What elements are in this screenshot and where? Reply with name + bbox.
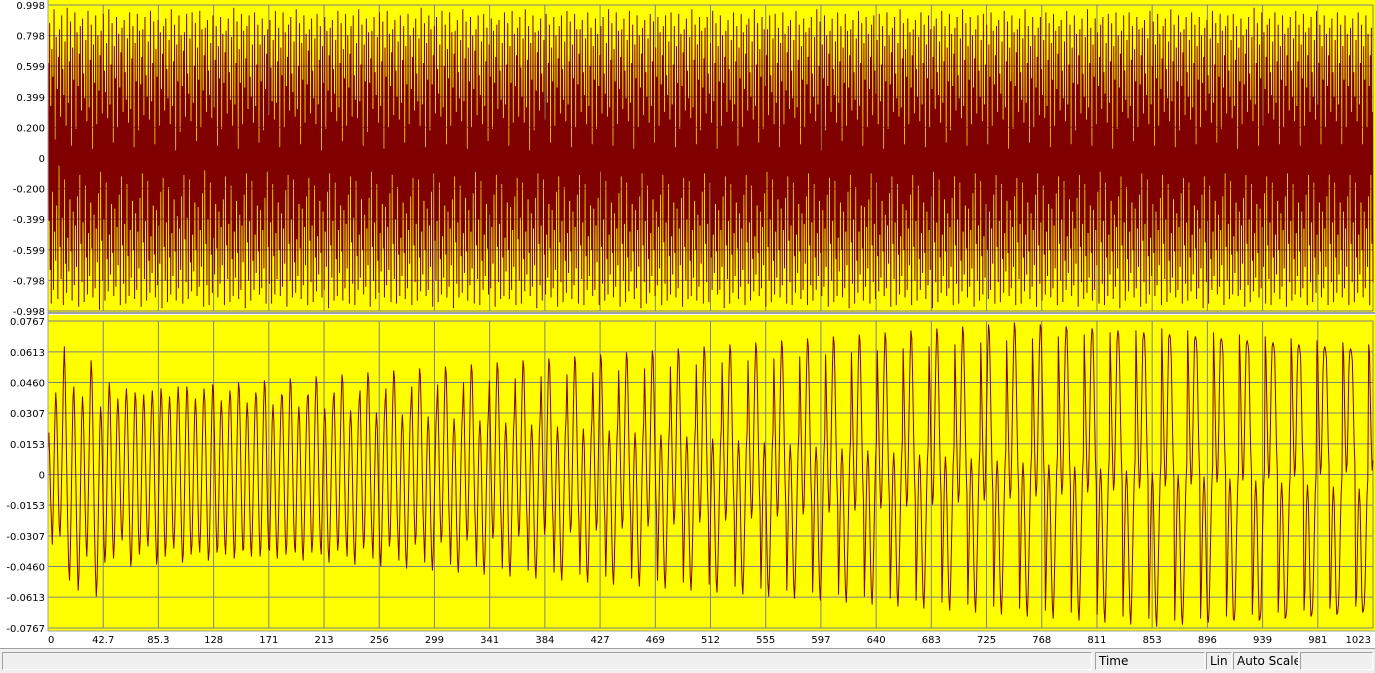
y-tick-label: -0.0460 <box>6 563 45 574</box>
x-tick-label: 555 <box>756 635 775 646</box>
y-tick-label: 0.599 <box>16 62 45 73</box>
y-tick-label: 0.998 <box>16 1 45 12</box>
x-tick-label: 256 <box>370 635 389 646</box>
y-tick-label: 0.200 <box>16 123 45 134</box>
y-tick-label: 0.0613 <box>10 348 45 359</box>
y-tick-label: 0.0767 <box>10 317 45 328</box>
y-tick-label: -0.798 <box>13 276 45 287</box>
x-tick-label: 213 <box>314 635 333 646</box>
y-tick-label: 0.399 <box>16 93 45 104</box>
y-tick-label: 0.0307 <box>10 409 45 420</box>
y-tick-label: -0.0767 <box>6 624 45 635</box>
x-tick-label: 42.7 <box>92 635 114 646</box>
y-tick-label: 0.798 <box>16 32 45 43</box>
x-tick-label: 427 <box>591 635 610 646</box>
x-tick-label: 597 <box>811 635 830 646</box>
oscilloscope-view: 0.998 0.798 0.599 0.399 0.200 0 -0.200 -0.399 -0… <box>0 0 1375 648</box>
y-tick-label: -0.998 <box>13 307 45 318</box>
status-field-extra <box>1300 652 1373 670</box>
x-tick-label: 512 <box>701 635 720 646</box>
x-tick-label: 853 <box>1143 635 1162 646</box>
x-tick-label: 0 <box>48 635 54 646</box>
x-tick-label: 768 <box>1032 635 1051 646</box>
x-tick-label: 896 <box>1198 635 1217 646</box>
chart-canvas: 0.998 0.798 0.599 0.399 0.200 0 -0.200 -0.399 -0… <box>6 0 1375 646</box>
status-field-empty <box>2 652 1092 670</box>
x-tick-label: 1023 <box>1346 635 1371 646</box>
x-tick-label: 939 <box>1253 635 1272 646</box>
domain-label[interactable]: Time <box>1095 652 1205 670</box>
x-tick-label: 299 <box>425 635 444 646</box>
scale-mode-label[interactable]: Lin <box>1206 652 1232 670</box>
y-tick-label: 0 <box>39 471 45 482</box>
y-tick-label: -0.0153 <box>6 501 45 512</box>
x-tick-label: 981 <box>1308 635 1327 646</box>
x-tick-label: 341 <box>480 635 499 646</box>
y-tick-label: -0.599 <box>13 246 45 257</box>
y-tick-label: 0 <box>39 154 45 165</box>
y-tick-label: -0.399 <box>13 215 45 226</box>
x-tick-label: 384 <box>535 635 554 646</box>
x-tick-label: 171 <box>259 635 278 646</box>
y-tick-label: 0.0460 <box>10 378 45 389</box>
auto-scale-option[interactable]: Auto Scale <box>1233 652 1299 670</box>
y-tick-label: -0.200 <box>13 185 45 196</box>
x-tick-label: 683 <box>922 635 941 646</box>
x-tick-label: 640 <box>867 635 886 646</box>
x-tick-label: 725 <box>977 635 996 646</box>
y-tick-label: 0.0153 <box>10 440 45 451</box>
x-tick-label: 85.3 <box>147 635 169 646</box>
x-tick-label: 469 <box>646 635 665 646</box>
signal-trace-2 <box>47 322 1374 627</box>
y-tick-label: -0.0613 <box>6 593 45 604</box>
status-bar: Time Lin Auto Scale <box>0 648 1375 673</box>
y-tick-label: -0.0307 <box>6 532 45 543</box>
signal-trace-1 <box>47 7 1374 310</box>
x-tick-label: 811 <box>1087 635 1106 646</box>
x-tick-label: 128 <box>204 635 223 646</box>
